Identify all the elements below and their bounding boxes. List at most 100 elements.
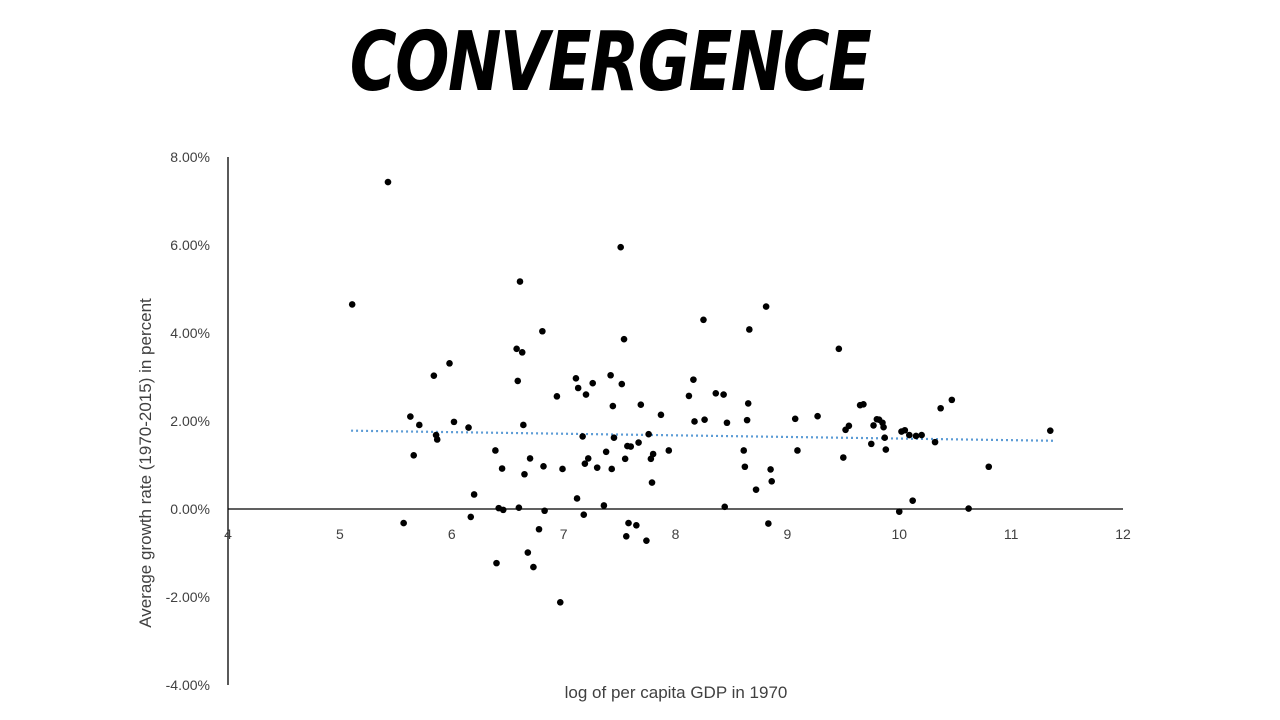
data-point (965, 505, 972, 512)
data-point (627, 443, 635, 450)
y-axis-title: Average growth rate (1970-2015) in perce… (136, 298, 155, 628)
data-point (498, 465, 506, 472)
data-point (835, 345, 843, 353)
slide-title: CONVERGENCE (349, 15, 872, 110)
data-point (985, 463, 993, 471)
data-point (791, 415, 799, 423)
y-tick-label: 8.00% (170, 149, 210, 165)
y-tick-label: 4.00% (170, 325, 210, 341)
y-tick-label: -4.00% (166, 677, 210, 693)
data-point (881, 434, 889, 442)
data-points (348, 178, 1054, 606)
data-point (384, 178, 392, 186)
data-point (701, 416, 708, 423)
data-point (579, 433, 586, 440)
data-point (649, 450, 657, 458)
data-point (518, 349, 526, 356)
data-point (931, 438, 939, 446)
data-point (467, 513, 475, 521)
data-point (493, 559, 500, 567)
data-point (348, 301, 356, 308)
data-point (665, 447, 673, 454)
data-point (840, 454, 847, 461)
data-point (492, 447, 499, 454)
data-point (657, 411, 665, 419)
data-point (526, 455, 534, 462)
data-point (433, 436, 441, 443)
data-point (553, 393, 561, 400)
x-tick-label: 11 (1004, 526, 1019, 542)
data-point (909, 497, 916, 504)
data-point (635, 439, 642, 446)
x-tick-labels: 4 5 6 7 8 9 10 11 12 (224, 526, 1131, 542)
trendline (351, 429, 1056, 442)
data-point (540, 463, 547, 470)
data-point (625, 519, 632, 527)
data-point (589, 379, 597, 387)
data-point (637, 401, 645, 409)
data-point (465, 424, 472, 431)
y-tick-labels: -4.00% -2.00% 0.00% 2.00% 4.00% 6.00% 8.00% (166, 149, 210, 693)
x-tick-label: 8 (672, 526, 680, 542)
data-point (870, 422, 877, 429)
data-point (559, 465, 566, 473)
data-point (516, 278, 524, 285)
data-point (450, 418, 458, 426)
data-point (741, 463, 749, 471)
data-point (581, 460, 589, 467)
data-point (740, 447, 748, 454)
data-point (574, 384, 582, 392)
data-point (918, 431, 925, 439)
data-point (895, 508, 903, 515)
data-point (610, 434, 618, 442)
data-point (765, 520, 772, 527)
x-tick-label: 6 (448, 526, 456, 542)
data-point (691, 418, 698, 425)
data-point (814, 412, 821, 420)
data-point (633, 521, 640, 529)
data-point (648, 479, 656, 486)
data-point (622, 532, 630, 540)
data-point (643, 537, 650, 544)
y-tick-label: 6.00% (170, 237, 210, 253)
data-point (752, 486, 760, 493)
data-point (948, 396, 956, 404)
data-point (600, 502, 608, 509)
data-point (767, 466, 774, 473)
data-point (416, 421, 423, 429)
data-point (700, 316, 707, 324)
data-point (446, 360, 453, 367)
data-point (541, 507, 548, 515)
data-point (867, 440, 875, 448)
data-point (607, 371, 614, 379)
data-point (723, 419, 731, 427)
data-point (400, 519, 407, 527)
data-point (608, 465, 616, 473)
data-point (582, 391, 590, 398)
data-point (602, 448, 610, 456)
data-point (515, 504, 523, 511)
data-point (430, 372, 438, 379)
y-tick-label: 0.00% (170, 501, 210, 517)
data-point (937, 404, 944, 412)
data-point (513, 345, 520, 353)
data-point (621, 455, 629, 463)
data-point (720, 391, 727, 398)
data-point (514, 377, 522, 385)
data-point (410, 452, 418, 459)
data-point (690, 376, 697, 383)
data-point (685, 392, 693, 400)
data-point (499, 506, 507, 514)
data-point (618, 380, 626, 388)
data-point (593, 464, 601, 471)
x-tick-label: 7 (560, 526, 568, 542)
data-point (912, 432, 920, 440)
x-axis-title: log of per capita GDP in 1970 (565, 683, 788, 702)
y-tick-label: -2.00% (166, 589, 210, 605)
data-point (882, 446, 890, 453)
data-point (535, 525, 543, 533)
data-point (539, 327, 546, 335)
data-point (617, 243, 624, 251)
